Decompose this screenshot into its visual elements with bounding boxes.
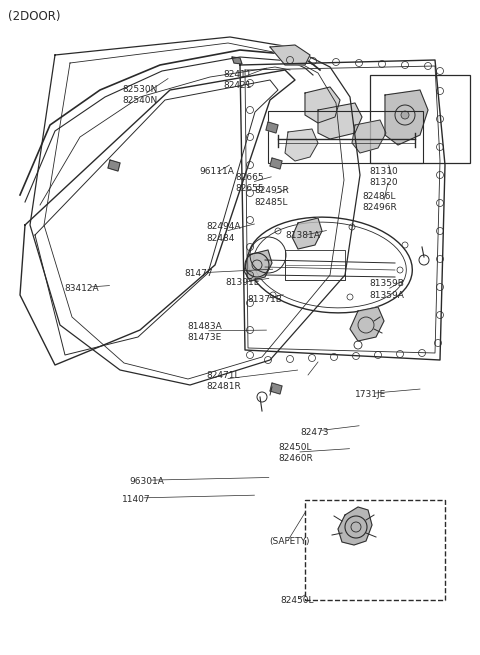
Polygon shape (318, 103, 362, 139)
Text: 83412A: 83412A (65, 284, 99, 293)
Polygon shape (270, 383, 282, 394)
Text: 81477: 81477 (185, 269, 214, 278)
Text: 11407: 11407 (122, 495, 151, 504)
Bar (370, 75, 470, 163)
Text: 82473: 82473 (300, 428, 328, 437)
Text: 82471L
82481R: 82471L 82481R (206, 371, 241, 391)
Polygon shape (232, 57, 242, 64)
Polygon shape (338, 507, 372, 545)
Text: (2DOOR): (2DOOR) (8, 10, 60, 23)
Text: 81359B
81359A: 81359B 81359A (370, 280, 405, 299)
Circle shape (401, 111, 409, 119)
Text: 81483A
81473E: 81483A 81473E (187, 322, 222, 342)
Bar (285, 265, 345, 280)
Text: 96301A: 96301A (130, 477, 165, 486)
Bar (305, 500, 445, 600)
Polygon shape (350, 307, 384, 341)
Polygon shape (270, 158, 282, 169)
Text: 82486L
82496R: 82486L 82496R (362, 192, 397, 212)
Polygon shape (108, 160, 120, 171)
Text: 82495R
82485L: 82495R 82485L (254, 187, 289, 206)
Text: 81371B: 81371B (247, 295, 282, 305)
Bar (285, 250, 345, 280)
Text: 82494A
82484: 82494A 82484 (206, 223, 241, 242)
Text: 82450L
82460R: 82450L 82460R (278, 443, 313, 463)
Text: 81310
81320: 81310 81320 (370, 167, 398, 187)
Polygon shape (266, 122, 278, 133)
Text: 81391E: 81391E (226, 278, 260, 288)
Text: 1731JE: 1731JE (355, 390, 386, 399)
Text: 82411
82421: 82411 82421 (223, 70, 252, 90)
Text: 82530N
82540N: 82530N 82540N (122, 85, 158, 105)
Text: 82665
82655: 82665 82655 (235, 174, 264, 193)
Text: 96111A: 96111A (199, 167, 234, 176)
Text: 81381A: 81381A (286, 231, 321, 240)
Polygon shape (270, 45, 310, 65)
Polygon shape (285, 129, 318, 161)
Text: 82450L: 82450L (281, 596, 314, 605)
Polygon shape (352, 120, 386, 153)
Polygon shape (244, 250, 272, 281)
Polygon shape (292, 218, 322, 249)
Bar (268, 111, 423, 163)
Text: (SAFETY): (SAFETY) (269, 537, 309, 546)
Polygon shape (305, 87, 340, 123)
Polygon shape (385, 90, 428, 145)
